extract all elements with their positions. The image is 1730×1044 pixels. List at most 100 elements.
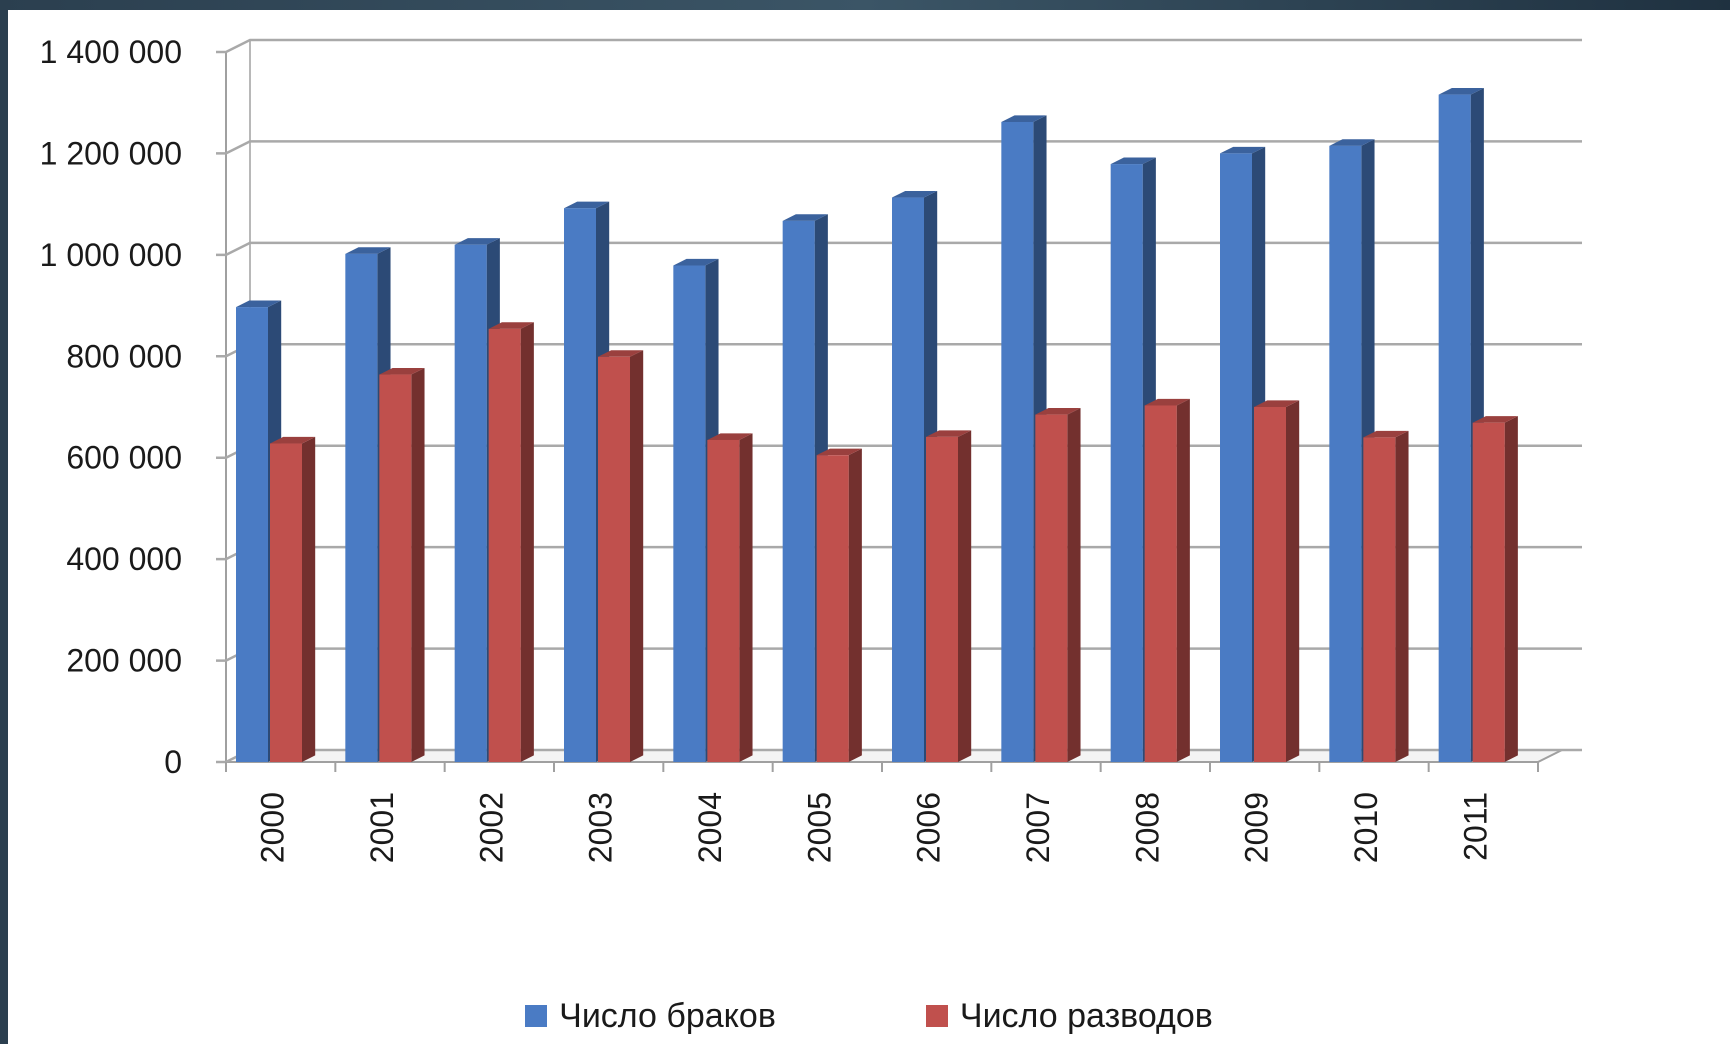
x-tick-label: 2009 — [1239, 792, 1275, 863]
bar-top — [673, 258, 719, 266]
bar-top — [454, 238, 500, 245]
bar-side — [1067, 408, 1081, 762]
bar-front — [1110, 164, 1143, 763]
bar-side — [1176, 398, 1190, 762]
gridline — [216, 140, 1582, 155]
bar-top — [379, 367, 425, 375]
bar-front — [598, 356, 630, 762]
bar-side — [1286, 400, 1300, 762]
bar-front — [270, 443, 302, 762]
chart-frame: 0 200 000 400 000 600 000 800 000 1 000 000 1 … — [8, 10, 1730, 1044]
bar-front — [1144, 405, 1177, 762]
bar-front — [816, 455, 849, 762]
x-axis-tick-labels: 2000 2001 2002 2003 2004 2005 2006 2007 2008 2009… — [225, 762, 1539, 863]
bar-top — [345, 247, 391, 254]
bar-front — [1363, 437, 1396, 762]
bar-top — [1035, 408, 1081, 415]
x-tick-label: 2004 — [692, 792, 728, 863]
bar-top — [1329, 139, 1375, 146]
bar-divorces-2004 — [707, 433, 753, 762]
y-tick-label: 1 000 000 — [40, 237, 182, 273]
bar-front — [1329, 145, 1362, 763]
bar-top — [892, 190, 938, 198]
bar-top — [926, 430, 972, 437]
bar-side — [739, 433, 753, 762]
bar-front — [236, 307, 268, 762]
bar-top — [1144, 398, 1190, 406]
bar-divorces-2001 — [379, 367, 425, 762]
legend-label-marriages: Число браков — [559, 996, 776, 1035]
y-axis-tick-labels: 0 200 000 400 000 600 000 800 000 1 000 000 1 … — [40, 34, 182, 780]
bar-top — [236, 300, 282, 308]
bar-front — [1001, 121, 1034, 762]
bar-top — [270, 436, 316, 444]
bar-front — [892, 197, 924, 763]
x-tick-label: 2005 — [801, 792, 837, 863]
legend-item-marriages: Число браков — [525, 997, 776, 1036]
bar-front — [454, 244, 487, 762]
bar-front — [1438, 94, 1471, 763]
bar-top — [1438, 88, 1484, 95]
legend: Число браков Число разводов — [8, 992, 1730, 1040]
bar-top — [1363, 430, 1409, 438]
x-tick-label: 2002 — [473, 792, 509, 863]
bar-front — [926, 436, 958, 762]
x-tick-label: 2000 — [255, 792, 291, 863]
y-tick-label: 800 000 — [66, 338, 182, 374]
bar-top — [1254, 400, 1300, 407]
legend-item-divorces: Число разводов — [925, 996, 1213, 1036]
bar-top — [564, 201, 610, 209]
bar-front — [1220, 153, 1252, 762]
bars — [236, 88, 1518, 763]
bar-top — [1001, 115, 1047, 122]
bar-side — [630, 350, 644, 762]
y-tick-label: 0 — [164, 744, 182, 780]
x-tick-label: 2007 — [1020, 792, 1056, 863]
bar-divorces-2011 — [1472, 416, 1518, 762]
bar-front — [707, 439, 740, 762]
bar-divorces-2003 — [598, 350, 644, 762]
bar-side — [302, 436, 316, 762]
bar-top — [488, 322, 534, 329]
bar-front — [564, 208, 596, 762]
bar-top — [1220, 146, 1266, 154]
x-tick-label: 2006 — [911, 792, 947, 863]
bar-top — [707, 433, 753, 440]
bar-side — [520, 322, 534, 762]
y-tick-label: 200 000 — [66, 643, 182, 679]
gridline — [216, 38, 1582, 54]
y-tick-label: 1 200 000 — [40, 135, 182, 171]
x-tick-label: 2003 — [583, 792, 619, 863]
bar-top — [782, 214, 828, 221]
legend-swatch-marriages — [525, 1005, 548, 1027]
bar-side — [958, 430, 972, 762]
bar-divorces-2006 — [926, 430, 972, 762]
bar-top — [816, 448, 862, 456]
bar-front — [782, 220, 815, 763]
bar-divorces-2005 — [816, 448, 862, 762]
bar-top — [1110, 157, 1156, 165]
y-tick-label: 400 000 — [66, 541, 182, 577]
bar-top — [598, 350, 644, 357]
y-tick-label: 600 000 — [66, 440, 182, 476]
x-tick-label: 2008 — [1129, 792, 1165, 863]
bar-front — [379, 374, 412, 762]
x-tick-label: 2010 — [1348, 792, 1384, 863]
bar-divorces-2009 — [1254, 400, 1300, 762]
x-tick-label: 2011 — [1457, 792, 1493, 861]
bar-side — [1395, 430, 1409, 762]
bar-divorces-2002 — [488, 322, 534, 762]
bar-divorces-2000 — [270, 436, 316, 762]
bar-front — [673, 265, 706, 762]
legend-label-divorces: Число разводов — [959, 996, 1213, 1035]
bar-front — [1035, 414, 1068, 762]
bar-divorces-2008 — [1144, 398, 1190, 762]
legend-swatch-divorces — [925, 1005, 948, 1027]
bar-side — [848, 448, 862, 762]
bar-side — [1504, 416, 1518, 762]
bar-front — [1472, 422, 1505, 762]
bar-front — [345, 253, 378, 763]
bar-divorces-2007 — [1035, 408, 1081, 762]
bar-chart: 0 200 000 400 000 600 000 800 000 1 000 000 1 … — [40, 34, 1582, 863]
y-tick-label: 1 400 000 — [40, 34, 182, 70]
